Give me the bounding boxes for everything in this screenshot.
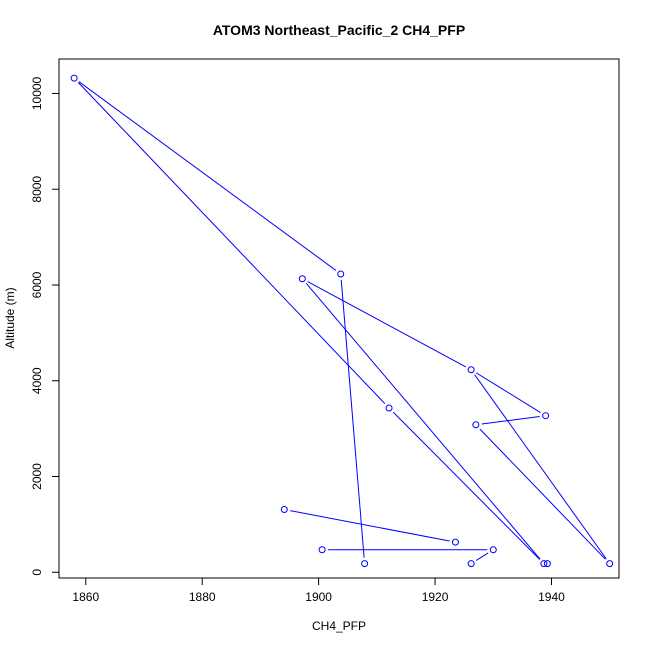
y-axis-label: Altitude (m): [3, 287, 17, 348]
series-segment: [290, 510, 450, 542]
data-point: [385, 404, 393, 412]
series-segment: [474, 374, 607, 560]
y-tick-label: 0: [30, 569, 44, 576]
data-point: [337, 270, 345, 278]
data-point: [542, 412, 550, 420]
series-segment: [77, 82, 386, 405]
data-point: [467, 560, 475, 568]
x-tick-label: 1920: [422, 590, 449, 604]
y-axis: 0 2000 4000 6000 8000 10000: [30, 76, 59, 576]
data-point: [472, 421, 480, 429]
series-segment: [475, 372, 541, 413]
series-segment: [481, 415, 540, 425]
series-segment: [78, 81, 337, 271]
data-point: [451, 538, 459, 546]
data-point: [540, 560, 548, 568]
series-segment: [392, 411, 541, 560]
x-tick-label: 1880: [189, 590, 216, 604]
plot-frame: [58, 58, 620, 579]
data-point: [70, 74, 78, 82]
series-segment: [479, 428, 606, 560]
y-tick-label: 8000: [30, 176, 44, 203]
data-point: [467, 366, 475, 374]
data-series: [77, 81, 607, 561]
series-segment: [340, 279, 365, 558]
data-point: [543, 560, 551, 568]
y-tick-label: 4000: [30, 367, 44, 394]
x-tick-label: 1940: [538, 590, 565, 604]
series-segment: [475, 552, 489, 561]
chart-title: ATOM3 Northeast_Pacific_2 CH4_PFP: [213, 22, 465, 38]
x-tick-label: 1900: [305, 590, 332, 604]
data-point: [280, 506, 288, 514]
series-segment: [307, 281, 467, 368]
y-tick-label: 10000: [30, 76, 44, 110]
data-point: [489, 546, 497, 554]
data-point: [606, 560, 614, 568]
data-points: [70, 74, 614, 568]
y-tick-label: 6000: [30, 271, 44, 298]
x-axis: 1860 1880 1900 1920 1940: [72, 578, 565, 604]
data-point: [298, 275, 306, 283]
x-axis-label: CH4_PFP: [312, 619, 366, 633]
data-point: [361, 560, 369, 568]
data-point: [318, 546, 326, 554]
x-tick-label: 1860: [72, 590, 99, 604]
y-tick-label: 2000: [30, 463, 44, 490]
